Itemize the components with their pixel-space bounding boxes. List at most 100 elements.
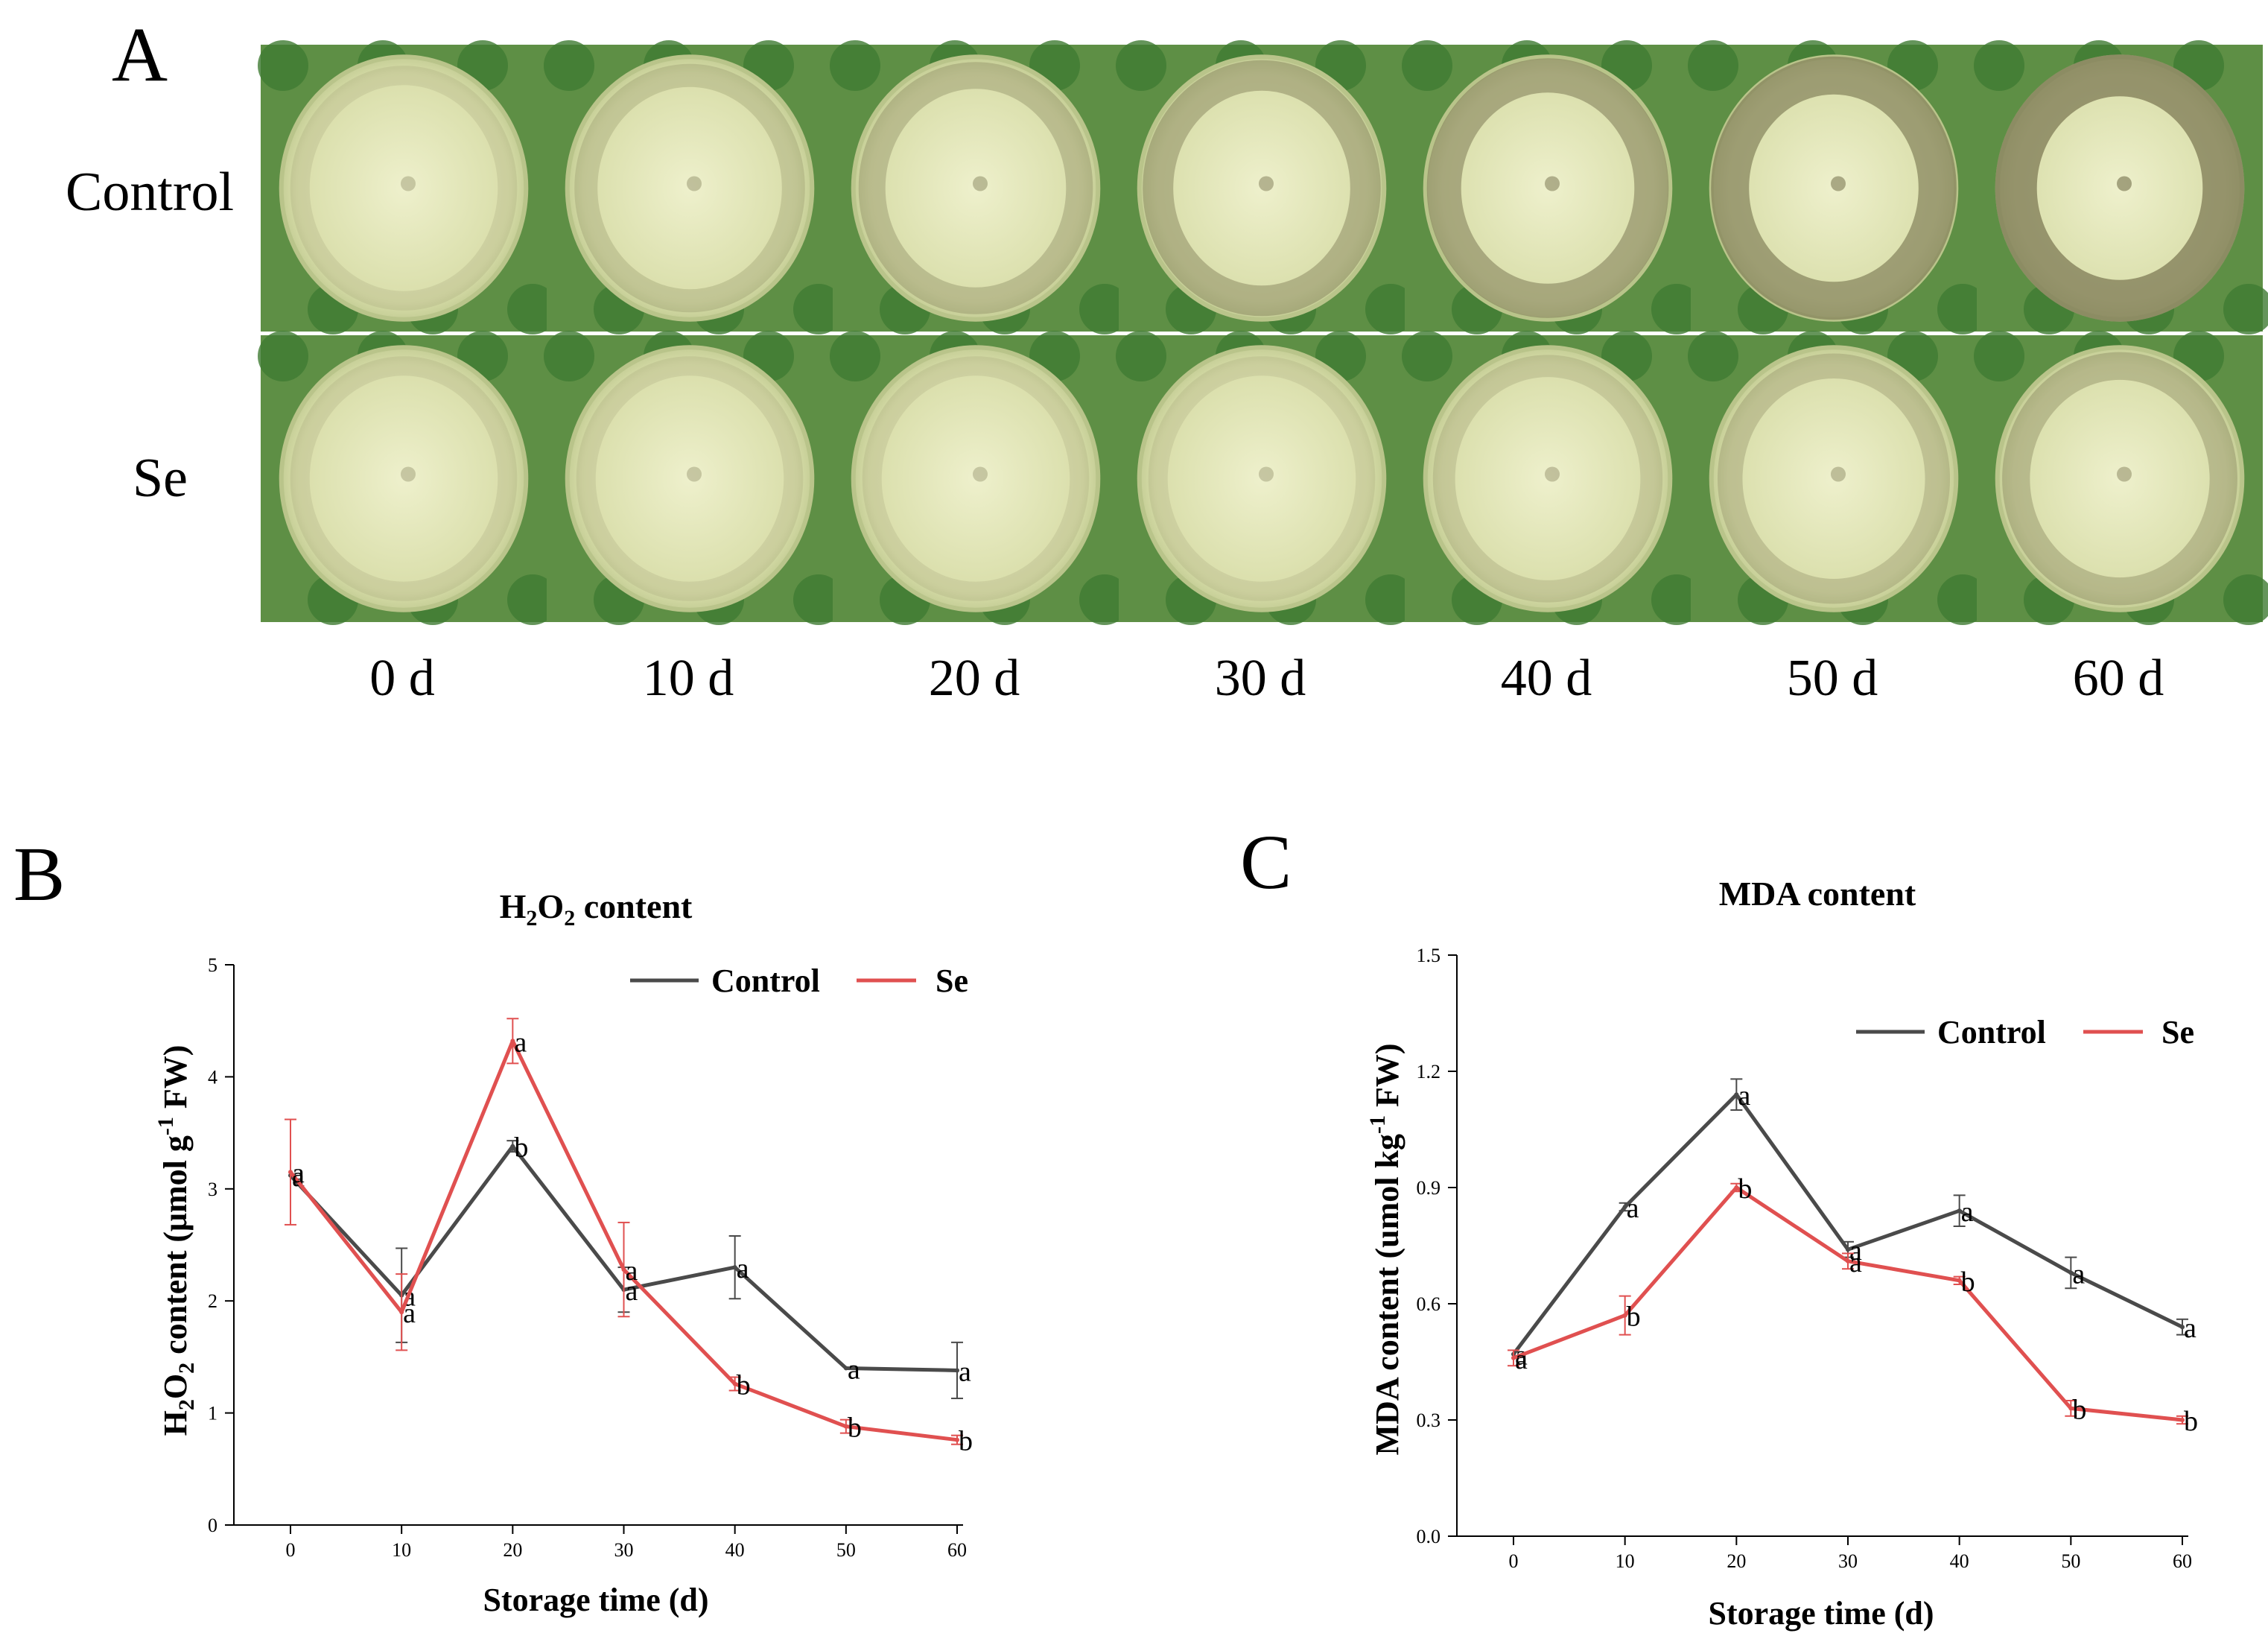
- chart-b-y-tick-label: 0: [208, 1515, 217, 1536]
- chart-b-x-tick-label: 0: [286, 1539, 296, 1561]
- browning-ring: [2002, 352, 2237, 606]
- day-label-60: 60 d: [2073, 650, 2164, 707]
- pith-spot: [1545, 176, 1560, 191]
- chart-b-sig-letter-se: a: [403, 1298, 416, 1329]
- chart-b-x-tick-label: 60: [947, 1539, 967, 1561]
- pith-spot: [973, 466, 988, 482]
- chart-b-x-tick-label: 10: [392, 1539, 411, 1561]
- browning-ring: [1711, 56, 1957, 320]
- chart-b-y-tick-label: 5: [208, 954, 217, 976]
- chart-c-sig-letter-se: b: [2184, 1406, 2198, 1437]
- legend-c-se-label: Se: [2161, 1014, 2194, 1050]
- leaf-blob: [1402, 331, 1452, 381]
- browning-ring: [1426, 58, 1669, 318]
- chart-b-sig-letter-se: a: [626, 1255, 638, 1287]
- chart-b-y-tick-label: 2: [208, 1290, 217, 1312]
- chart-c-point-se: [2180, 1418, 2185, 1422]
- chart-b-point-se: [843, 1424, 848, 1429]
- chart-c-y-tick-label: 0.9: [1417, 1177, 1441, 1199]
- panel-c-letter: C: [1240, 820, 1292, 905]
- legend-b-se-label: Se: [936, 963, 968, 999]
- chart-b-xlabel: Storage time (d): [483, 1582, 708, 1618]
- chart-b-point-se: [399, 1310, 404, 1315]
- chart-b-sig-letter-control: a: [848, 1354, 860, 1385]
- chart-c-xlabel: Storage time (d): [1708, 1595, 1934, 1632]
- stem-cross-section: [283, 349, 524, 608]
- browning-ring: [862, 356, 1090, 601]
- leaf-blob: [507, 574, 558, 625]
- leaf-blob: [1079, 284, 1130, 335]
- browning-ring: [858, 62, 1093, 314]
- day-label-50: 50 d: [1787, 650, 1878, 707]
- pith-spot: [687, 176, 702, 191]
- stem-cross-section: [855, 59, 1096, 317]
- leaf-blob: [793, 574, 844, 625]
- leaf-blob: [544, 40, 594, 91]
- chart-c-sig-letter-se: b: [2072, 1394, 2086, 1425]
- chart-b-point-se: [621, 1267, 626, 1272]
- leaf-blob: [1974, 40, 2024, 91]
- leaf-blob: [1651, 284, 1702, 335]
- leaf-blob: [1688, 331, 1738, 381]
- browning-ring: [1432, 355, 1663, 603]
- pith-spot: [687, 466, 702, 482]
- chart-c-x-tick-label: 0: [1509, 1550, 1519, 1572]
- chart-c-line-control: [1512, 1092, 2184, 1356]
- leaf-blob: [1079, 574, 1130, 625]
- chart-b-sig-letter-se: a: [292, 1158, 305, 1189]
- chart-c-y-tick-label: 0.6: [1417, 1293, 1441, 1315]
- stem-cross-section: [1713, 349, 1954, 608]
- chart-c-sig-letter-control: a: [1738, 1080, 1750, 1112]
- stem-cross-section: [1427, 349, 1668, 608]
- chart-c-point-se: [1622, 1313, 1627, 1318]
- chart-b-x-tick-label: 40: [725, 1539, 745, 1561]
- chart-c-plot: 0.00.30.60.91.21.50 10 20 30 40 50 60aaaaaaaab…: [1417, 945, 2199, 1572]
- chart-c-sig-letter-se: b: [1738, 1173, 1752, 1205]
- row-label-control: Control: [66, 162, 234, 223]
- leaf-blob: [1688, 40, 1738, 91]
- stem-cross-section: [855, 349, 1096, 608]
- pith-spot: [973, 176, 988, 191]
- chart-c-point-se: [1511, 1355, 1516, 1360]
- browning-ring: [290, 66, 518, 311]
- stem-cross-section: [569, 349, 810, 608]
- chart-c-point-control: [1734, 1092, 1739, 1097]
- chart-c-x-tick-label: 10: [1616, 1550, 1635, 1572]
- chart-c-sig-letter-control: a: [2184, 1313, 2196, 1344]
- leaf-blob: [1365, 574, 1416, 625]
- chart-b-point-control: [955, 1368, 959, 1373]
- leaf-blob: [258, 331, 308, 381]
- chart-c-y-tick-label: 0.3: [1417, 1410, 1441, 1431]
- chart-b-title: H2O2 content: [500, 887, 693, 931]
- chart-b-sig-letter-se: b: [848, 1413, 862, 1444]
- chart-c-title: MDA content: [1719, 875, 1916, 913]
- chart-b-sig-letter-control: a: [959, 1356, 971, 1387]
- chart-b-sig-letter-se: b: [737, 1369, 751, 1401]
- leaf-blob: [544, 331, 594, 381]
- chart-c-point-control: [1846, 1247, 1850, 1252]
- chart-b-point-se: [955, 1437, 959, 1442]
- chart-c-y-tick-label: 0.0: [1417, 1526, 1441, 1547]
- chart-b-point-se: [732, 1381, 737, 1386]
- pith-spot: [2117, 176, 2132, 191]
- chart-c-x-tick-label: 30: [1838, 1550, 1858, 1572]
- chart-c-legend: Control Se: [1856, 1014, 2194, 1050]
- pith-spot: [1545, 466, 1560, 482]
- stem-cross-section: [1141, 349, 1382, 608]
- chart-b-point-control: [732, 1265, 737, 1270]
- leaf-blob: [793, 284, 844, 335]
- chart-c-sig-letter-se: a: [1515, 1344, 1528, 1375]
- chart-c-x-tick-label: 20: [1727, 1550, 1746, 1572]
- chart-c-ylabel: MDA content (umol kg-1 FW): [1365, 1044, 1405, 1456]
- browning-ring: [1717, 353, 1951, 604]
- leaf-blob: [1937, 574, 1988, 625]
- leaf-blob: [1365, 284, 1416, 335]
- pith-spot: [401, 466, 416, 482]
- chart-b-sig-letter-se: b: [959, 1426, 973, 1457]
- chart-c-sig-letter-se: a: [1849, 1247, 1862, 1278]
- chart-b-y-tick-label: 3: [208, 1179, 217, 1200]
- chart-c-x-tick-label: 50: [2061, 1550, 2080, 1572]
- chart-b-sig-letter-control: a: [737, 1253, 749, 1284]
